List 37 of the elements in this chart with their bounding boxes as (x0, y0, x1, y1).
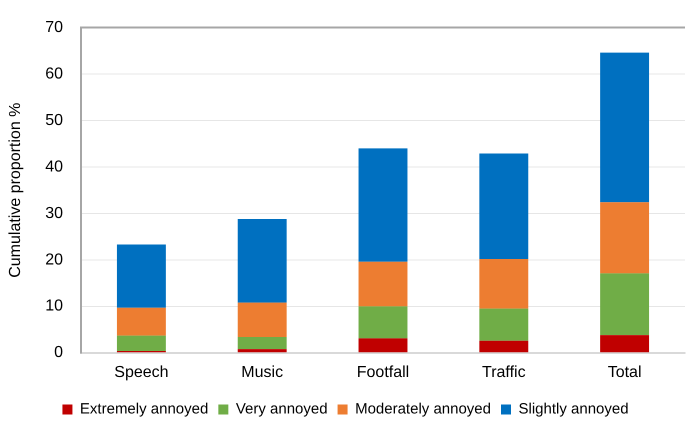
legend-label: Very annoyed (236, 400, 328, 418)
y-tick-label: 0 (54, 344, 64, 362)
y-axis-title: Cumulative proportion % (7, 102, 24, 278)
y-tick-label: 40 (45, 158, 64, 176)
bar (238, 219, 287, 303)
bar (600, 273, 650, 336)
bar (238, 337, 287, 350)
bar (358, 262, 408, 306)
bar (479, 340, 528, 352)
x-tick-label: Music (241, 364, 284, 381)
bar (116, 308, 166, 336)
y-tick-label: 60 (45, 65, 64, 82)
bar (238, 302, 287, 338)
bar (600, 202, 650, 274)
bar (238, 349, 287, 352)
y-tick-label: 20 (45, 251, 64, 268)
y-tick-label: 30 (45, 204, 64, 222)
bar (479, 154, 528, 259)
bar (479, 258, 528, 309)
bar (116, 336, 166, 351)
bar (358, 148, 408, 262)
x-tick-label: Traffic (482, 364, 526, 381)
x-tick-label: Speech (114, 364, 169, 381)
bar (358, 338, 408, 352)
y-tick-label: 10 (45, 298, 64, 315)
bar (479, 308, 528, 341)
bar (600, 52, 650, 202)
bar (358, 306, 408, 338)
legend-label: Slightly annoyed (518, 400, 629, 418)
x-tick-label: Total (608, 364, 642, 381)
x-tick-label: Footfall (356, 364, 410, 381)
y-tick-label: 70 (45, 19, 64, 36)
legend-label: Extremely annoyed (80, 400, 208, 418)
legend-label: Moderately annoyed (355, 400, 492, 418)
y-tick-label: 50 (45, 112, 64, 129)
bar (600, 335, 650, 352)
bar (116, 244, 166, 308)
